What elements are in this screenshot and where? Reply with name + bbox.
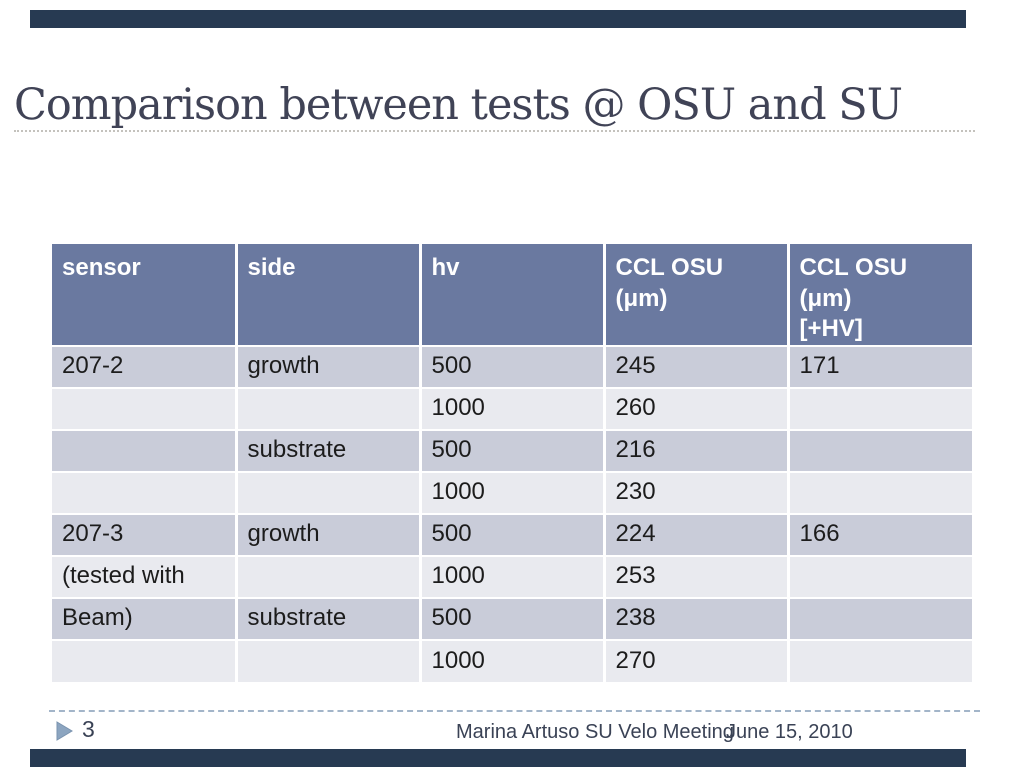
table-cell: 500	[418, 429, 604, 473]
bottom-accent-bar	[30, 749, 966, 767]
table-row: Beam) substrate 500 238	[52, 597, 972, 641]
table-row: 207-3 growth 500 224 166	[52, 513, 972, 557]
column-header-hv: hv	[418, 244, 604, 347]
table-cell	[52, 387, 236, 431]
footer-dashed-rule	[49, 710, 980, 712]
table-cell	[786, 639, 972, 683]
table-cell: 207-2	[52, 345, 236, 389]
table-row: 1000 260	[52, 387, 972, 431]
table-cell	[234, 555, 420, 599]
table-cell: substrate	[234, 429, 420, 473]
table-cell: 1000	[418, 555, 604, 599]
top-accent-bar	[30, 10, 966, 28]
table-cell	[786, 387, 972, 431]
table-cell: 500	[418, 513, 604, 557]
footer-credit: Marina Artuso SU Velo Meeting	[456, 721, 734, 743]
table-cell	[52, 429, 236, 473]
table-cell	[234, 471, 420, 515]
table-header-row: sensor side hv CCL OSU (μm) CCL OSU (μm)…	[52, 244, 972, 347]
column-header-side: side	[234, 244, 420, 347]
table-cell	[234, 639, 420, 683]
table-cell: 500	[418, 597, 604, 641]
table-cell: 224	[602, 513, 788, 557]
column-header-sensor: sensor	[52, 244, 236, 347]
slide-title: Comparison between tests @ OSU and SU	[14, 80, 903, 130]
table-row: 207-2 growth 500 245 171	[52, 345, 972, 389]
page-number: 3	[82, 716, 95, 742]
table-row: substrate 500 216	[52, 429, 972, 473]
table-row: 1000 230	[52, 471, 972, 515]
table-cell: 1000	[418, 387, 604, 431]
table-cell	[52, 471, 236, 515]
table-cell: 253	[602, 555, 788, 599]
table-cell: 216	[602, 429, 788, 473]
table-cell: 171	[786, 345, 972, 389]
comparison-table: sensor side hv CCL OSU (μm) CCL OSU (μm)…	[52, 244, 972, 683]
table-cell	[786, 471, 972, 515]
table-cell: 1000	[418, 471, 604, 515]
table-cell: 260	[602, 387, 788, 431]
table-cell: 1000	[418, 639, 604, 683]
table-cell: growth	[234, 345, 420, 389]
table-cell	[234, 387, 420, 431]
table-cell	[786, 597, 972, 641]
table-cell: (tested with	[52, 555, 236, 599]
table-cell	[786, 555, 972, 599]
table-cell: substrate	[234, 597, 420, 641]
column-header-ccl-osu-hv: CCL OSU (μm) [+HV]	[786, 244, 972, 347]
table-cell: 245	[602, 345, 788, 389]
footer-triangle-icon	[56, 721, 73, 741]
column-header-ccl-osu: CCL OSU (μm)	[602, 244, 788, 347]
footer-date: June 15, 2010	[726, 721, 853, 743]
table-cell: growth	[234, 513, 420, 557]
table-cell: 166	[786, 513, 972, 557]
table-cell: 500	[418, 345, 604, 389]
table-cell: 270	[602, 639, 788, 683]
table-cell	[786, 429, 972, 473]
table-cell: Beam)	[52, 597, 236, 641]
title-dotted-rule	[14, 130, 975, 132]
table-cell: 230	[602, 471, 788, 515]
table-cell: 207-3	[52, 513, 236, 557]
table-cell	[52, 639, 236, 683]
table-cell: 238	[602, 597, 788, 641]
table-row: 1000 270	[52, 639, 972, 683]
table-row: (tested with 1000 253	[52, 555, 972, 599]
